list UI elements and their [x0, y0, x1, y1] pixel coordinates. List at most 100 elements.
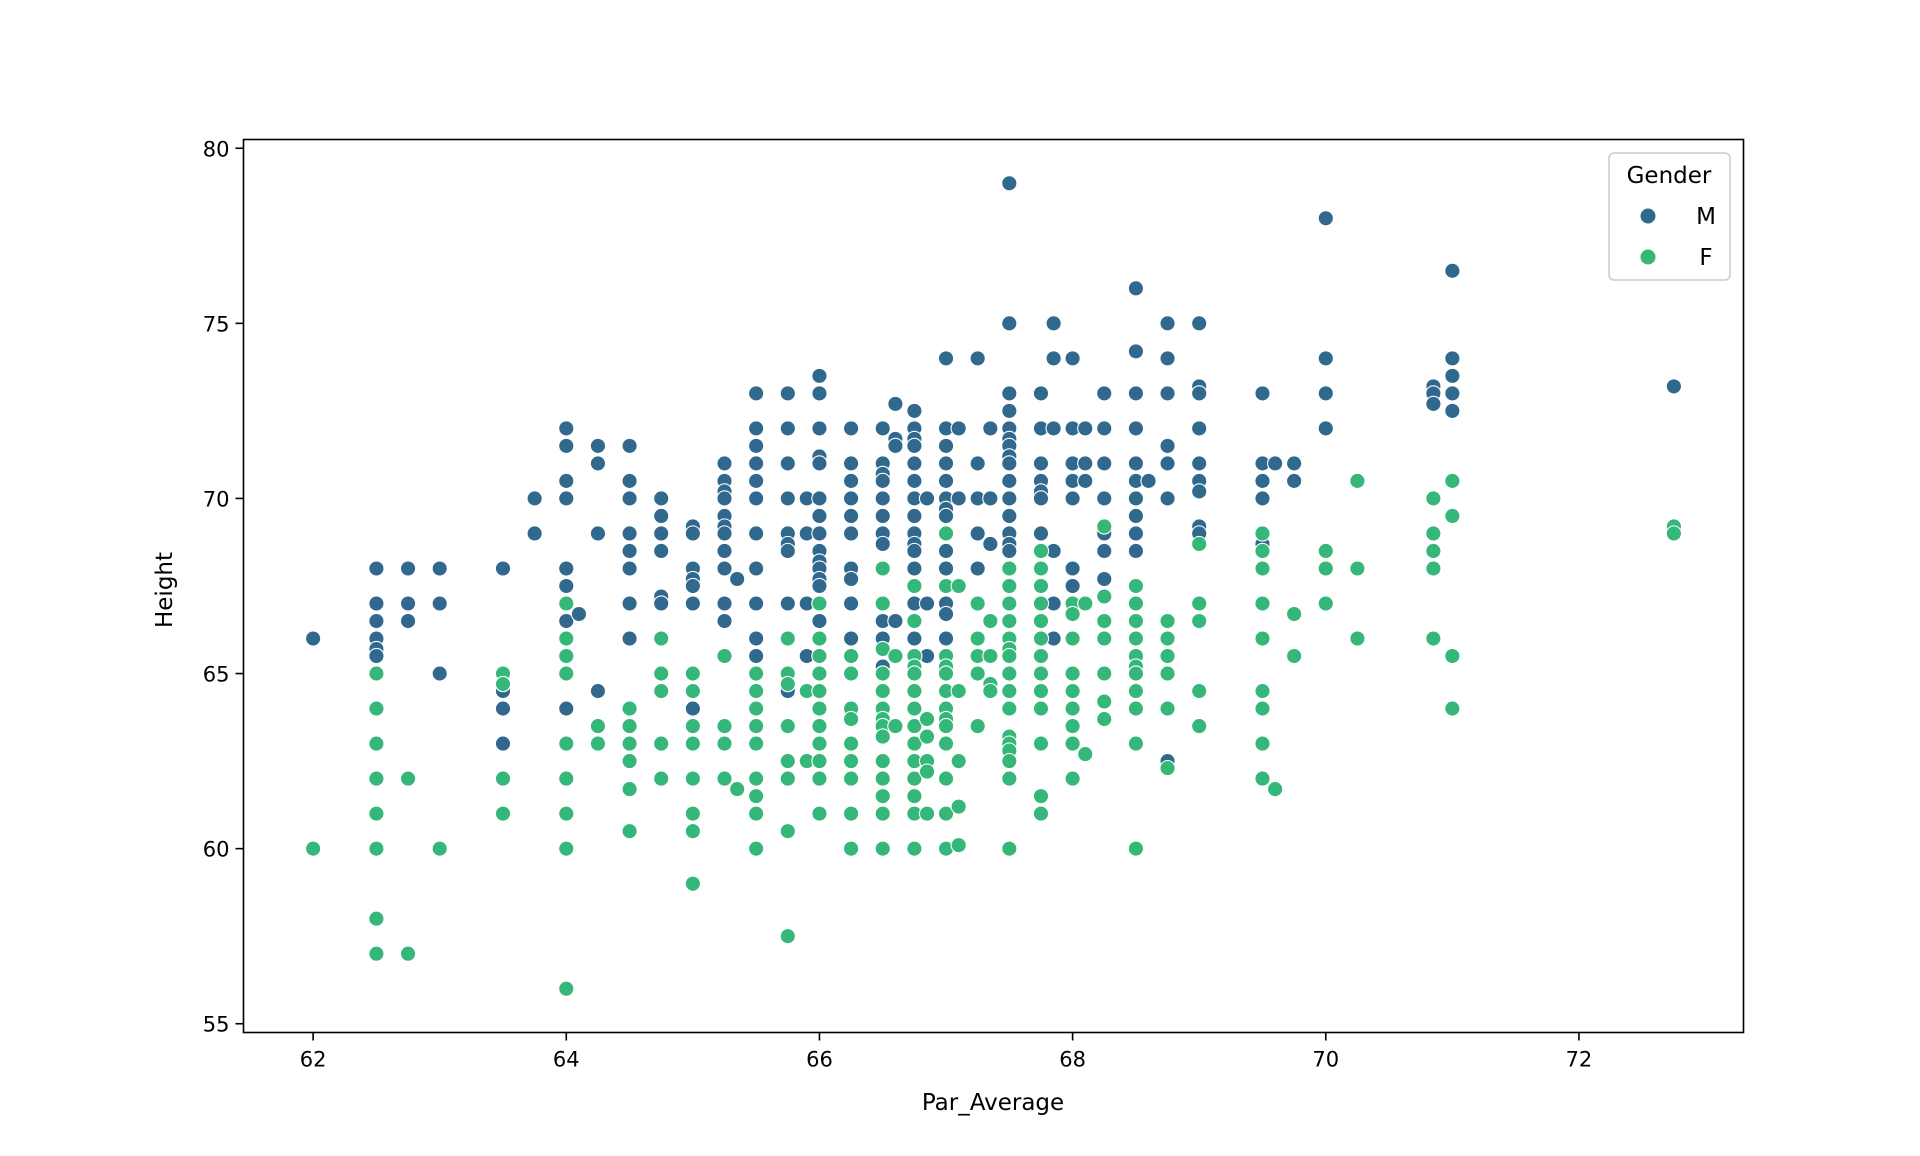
point-m: [1444, 262, 1461, 279]
point-f: [1001, 595, 1018, 612]
point-m: [748, 490, 765, 507]
x-tick-label: 68: [1059, 1048, 1086, 1072]
point-f: [684, 805, 702, 822]
point-m: [1191, 455, 1208, 472]
point-f: [399, 945, 417, 962]
point-f: [1159, 700, 1176, 717]
point-m: [368, 560, 385, 577]
point-m: [906, 402, 923, 420]
point-m: [811, 455, 828, 472]
point-m: [1077, 455, 1094, 472]
point-f: [684, 822, 702, 840]
point-f: [1096, 665, 1113, 682]
point-m: [716, 525, 733, 542]
point-m: [304, 630, 322, 647]
point-m: [431, 665, 448, 682]
point-m: [684, 577, 702, 595]
point-m: [1096, 542, 1113, 560]
point-f: [558, 805, 575, 822]
point-f: [368, 735, 385, 752]
y-tick-label: 80: [203, 137, 230, 161]
point-f: [1267, 780, 1284, 798]
point-f: [842, 665, 860, 682]
point-f: [1254, 682, 1271, 700]
point-f: [1001, 577, 1018, 595]
point-m: [621, 437, 638, 455]
x-tick-label: 62: [300, 1048, 327, 1072]
point-m: [1077, 472, 1094, 490]
point-f: [1064, 735, 1081, 752]
point-f: [1001, 647, 1018, 665]
point-m: [1001, 472, 1018, 490]
point-m: [1045, 315, 1062, 332]
point-f: [906, 612, 923, 630]
point-f: [368, 910, 385, 927]
point-f: [1349, 472, 1366, 490]
point-f: [1032, 787, 1050, 805]
point-m: [748, 455, 765, 472]
point-f: [589, 717, 607, 735]
point-f: [716, 770, 733, 787]
point-m: [1127, 343, 1145, 360]
point-m: [621, 542, 638, 560]
point-m: [1665, 378, 1683, 395]
point-m: [874, 472, 891, 490]
point-m: [1077, 420, 1094, 437]
point-m: [1001, 507, 1018, 525]
point-f: [1032, 542, 1050, 560]
point-m: [1317, 385, 1334, 402]
point-f: [1001, 770, 1018, 787]
point-f: [906, 700, 923, 717]
point-m: [494, 735, 512, 752]
point-m: [748, 560, 765, 577]
point-m: [653, 595, 670, 612]
point-f: [779, 630, 796, 647]
point-m: [842, 630, 860, 647]
point-m: [1045, 350, 1062, 367]
point-f: [1317, 560, 1334, 577]
point-f: [1001, 560, 1018, 577]
point-m: [1159, 385, 1176, 402]
point-m: [906, 455, 923, 472]
point-f: [368, 665, 385, 682]
point-m: [558, 490, 575, 507]
point-f: [1254, 700, 1271, 717]
point-f: [906, 665, 923, 682]
point-f: [368, 700, 385, 717]
point-m: [589, 455, 607, 472]
point-m: [1032, 490, 1050, 507]
point-m: [558, 472, 575, 490]
point-f: [874, 752, 891, 770]
point-f: [1254, 525, 1271, 542]
point-f: [874, 595, 891, 612]
point-m: [779, 420, 796, 437]
point-f: [779, 822, 796, 840]
point-f: [1159, 630, 1176, 647]
point-f: [368, 945, 385, 962]
plot-frame: [242, 138, 1745, 1034]
point-f: [1064, 665, 1081, 682]
point-m: [1425, 395, 1442, 413]
point-f: [684, 770, 702, 787]
point-m: [716, 542, 733, 560]
point-m: [399, 595, 417, 612]
point-f: [558, 665, 575, 682]
point-f: [811, 735, 828, 752]
point-f: [1032, 612, 1050, 630]
point-m: [1140, 472, 1157, 490]
point-f: [1032, 805, 1050, 822]
point-f: [842, 805, 860, 822]
point-f: [1127, 700, 1145, 717]
point-f: [906, 770, 923, 787]
point-f: [1444, 507, 1461, 525]
point-f: [842, 840, 860, 857]
point-m: [1285, 472, 1303, 490]
point-f: [1001, 682, 1018, 700]
point-m: [653, 490, 670, 507]
point-m: [1096, 455, 1113, 472]
point-f: [950, 682, 967, 700]
point-m: [1127, 385, 1145, 402]
point-f: [1191, 717, 1208, 735]
point-f: [1159, 647, 1176, 665]
point-m: [1001, 490, 1018, 507]
